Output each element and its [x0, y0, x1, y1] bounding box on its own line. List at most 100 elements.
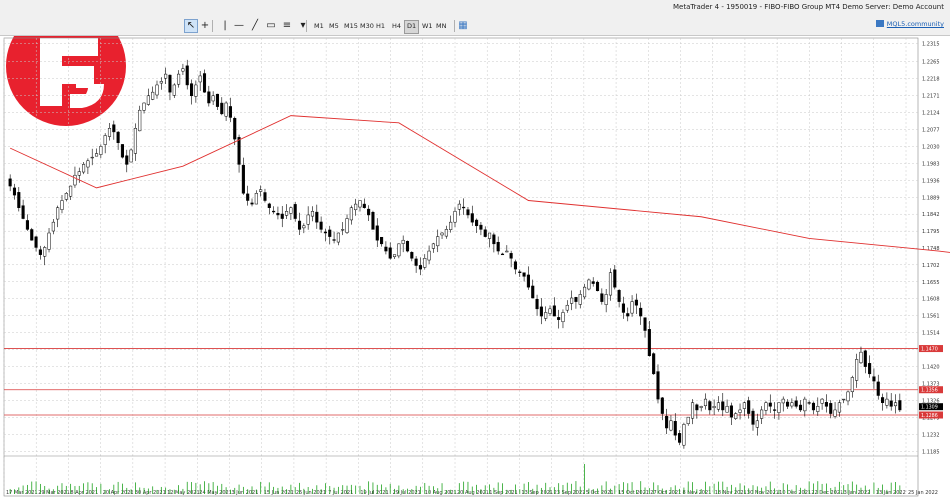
volume-bar — [545, 482, 547, 494]
volume-bar — [238, 484, 240, 494]
volume-bar — [877, 487, 879, 494]
date-tick-label: 12 May 2021 — [167, 490, 200, 496]
volume-bar — [260, 481, 262, 494]
bull-candle — [129, 149, 133, 163]
volume-bar — [528, 482, 529, 494]
bear-candle — [328, 229, 332, 237]
volume-bar — [597, 488, 598, 494]
moving-average-line — [9, 115, 950, 253]
volume-bar — [562, 484, 564, 494]
date-tick-label: 3 Jun 2021 — [232, 490, 259, 496]
timeframe-m30-button[interactable]: M30 — [360, 22, 374, 30]
volume-bar — [411, 489, 413, 494]
volume-bar — [9, 488, 11, 494]
price-tick-label: 1.2077 — [922, 127, 940, 133]
bull-candle — [138, 109, 142, 132]
volume-bar — [242, 486, 244, 494]
volume-bar — [212, 482, 214, 494]
volume-bar — [342, 485, 344, 494]
bear-candle — [228, 106, 232, 118]
bear-candle — [798, 404, 803, 411]
volume-bar — [648, 488, 650, 494]
bull-candle — [99, 146, 103, 155]
volume-bar — [817, 481, 819, 494]
bull-candle — [172, 84, 176, 96]
bull-candle — [755, 420, 759, 428]
timeframe-mn-button[interactable]: MN — [436, 22, 447, 30]
bear-candle — [708, 401, 712, 411]
cursor-tool-icon[interactable]: ↖ — [184, 19, 198, 33]
bull-candle — [86, 160, 90, 168]
bull-candle — [604, 294, 608, 305]
bull-candle — [401, 239, 405, 244]
timeframe-h4-button[interactable]: H4 — [392, 22, 402, 30]
price-chart[interactable]: 1.2315 1.2265 1.2218 1.2171 1.2124 1.2077 1.20… — [0, 36, 950, 500]
volume-bar — [765, 486, 767, 494]
volume-bar — [895, 481, 896, 494]
volume-bar — [588, 488, 590, 494]
chart-templates-icon[interactable]: ▦ — [458, 20, 468, 31]
volume-bar — [368, 481, 370, 494]
bear-candle — [280, 213, 284, 219]
bear-candle — [539, 306, 543, 317]
bull-candle — [444, 229, 448, 237]
timeframe-h1-button[interactable]: H1 — [376, 22, 386, 30]
fibonacci-tool-icon[interactable]: ≡ — [282, 20, 292, 31]
bull-candle — [846, 391, 850, 402]
bear-candle — [626, 313, 630, 317]
date-tick-label: 15 Oct 2021 — [618, 490, 649, 496]
bull-candle — [306, 214, 310, 225]
timeframe-w1-button[interactable]: W1 — [422, 22, 433, 30]
timeframe-m15-button[interactable]: M15 — [344, 22, 358, 30]
volume-bar — [804, 488, 806, 494]
bull-candle — [565, 304, 569, 311]
volume-bar — [666, 489, 668, 494]
level-price-tag — [919, 411, 943, 419]
timeframe-d1-button[interactable]: D1 — [404, 20, 420, 34]
bear-candle — [747, 400, 751, 414]
bear-candle — [375, 225, 379, 241]
horizontal-line-tool-icon[interactable]: — — [234, 20, 244, 31]
date-tick-label: 1 Sep 2021 — [489, 490, 518, 496]
timeframe-m5-button[interactable]: M5 — [329, 22, 339, 30]
volume-bar — [294, 487, 296, 494]
bear-candle — [319, 221, 323, 230]
volume-bar — [255, 489, 257, 494]
bear-candle — [466, 209, 470, 216]
volume-bar — [316, 485, 318, 494]
volume-bar — [52, 489, 54, 494]
volume-bar — [165, 487, 167, 494]
volume-bar — [178, 485, 179, 494]
shapes-tool-icon[interactable]: ▾ — [300, 20, 306, 31]
bull-candle — [60, 200, 64, 210]
mql5-community-link[interactable]: MQL5.community — [875, 20, 944, 28]
volume-bar — [661, 488, 663, 494]
volume-bar — [363, 489, 365, 494]
volume-bar — [398, 485, 400, 494]
volume-bar — [359, 485, 361, 494]
volume-bar — [290, 484, 292, 494]
vertical-line-tool-icon[interactable]: | — [223, 20, 227, 31]
date-tick-label: 30 Apr 2021 — [135, 490, 166, 496]
volume-bar — [506, 489, 508, 494]
crosshair-tool-icon[interactable]: + — [200, 20, 210, 31]
volume-bar — [692, 482, 693, 494]
text-label-tool-icon[interactable]: ▭ — [266, 20, 276, 31]
trendline-tool-icon[interactable]: ╱ — [251, 20, 259, 31]
volume-bar — [601, 485, 603, 494]
volume-bar — [627, 483, 629, 494]
bull-candle — [142, 102, 146, 111]
volume-bar — [813, 483, 814, 494]
bear-candle — [120, 144, 124, 158]
volume-bar — [320, 489, 322, 494]
volume-bar — [18, 487, 20, 494]
bull-candle — [285, 211, 289, 216]
bear-candle — [695, 404, 699, 411]
bear-candle — [25, 220, 29, 230]
volume-bar — [204, 481, 205, 494]
price-tick-label: 1.1748 — [922, 246, 940, 252]
bear-candle — [323, 231, 327, 234]
bear-candle — [656, 371, 660, 400]
bull-candle — [488, 232, 492, 239]
timeframe-m1-button[interactable]: M1 — [314, 22, 324, 30]
